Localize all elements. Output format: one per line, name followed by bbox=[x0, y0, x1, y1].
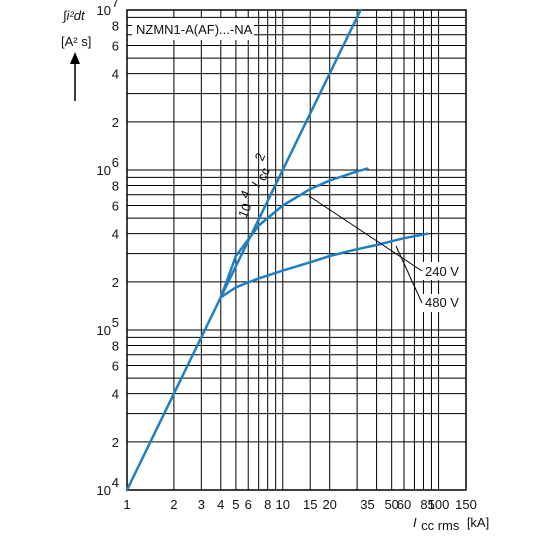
x-tick-label: 6 bbox=[245, 497, 252, 512]
y-tick-exponent: 5 bbox=[112, 315, 119, 330]
y-tick-label: 6 bbox=[112, 38, 119, 53]
y-tick-exponent: 4 bbox=[112, 475, 119, 490]
y-axis-label-line1: ∫i²dt bbox=[62, 8, 86, 23]
y-tick-label: 6 bbox=[112, 198, 119, 213]
x-tick-label: 1 bbox=[123, 497, 130, 512]
series-lines bbox=[125, 8, 429, 492]
x-tick-label: 2 bbox=[170, 497, 177, 512]
label-box-240v bbox=[423, 262, 463, 280]
y-tick-label: 10 bbox=[97, 483, 111, 498]
x-tick-label: 4 bbox=[217, 497, 224, 512]
x-tick-label: 8 bbox=[264, 497, 271, 512]
y-tick-label: 8 bbox=[112, 339, 119, 354]
x-tick-label: 60 bbox=[397, 497, 411, 512]
x-tick-label: 35 bbox=[360, 497, 374, 512]
y-tick-label: 4 bbox=[112, 227, 119, 242]
grid-lines bbox=[126, 9, 467, 491]
y-tick-label: 8 bbox=[112, 19, 119, 34]
plot-border bbox=[126, 9, 467, 491]
x-tick-label: 50 bbox=[384, 497, 398, 512]
y-tick-label: 10 bbox=[97, 3, 111, 18]
x-tick-label: 3 bbox=[198, 497, 205, 512]
y-tick-label: 2 bbox=[112, 115, 119, 130]
up-arrow-icon bbox=[70, 52, 80, 101]
label-box-480v bbox=[423, 294, 463, 312]
x-tick-label: 15 bbox=[303, 497, 317, 512]
x-tick-label: 100 bbox=[428, 497, 450, 512]
x-tick-label: 150 bbox=[455, 497, 477, 512]
x-axis-label: I cc rms [kA] bbox=[413, 514, 489, 534]
y-tick-label: 4 bbox=[112, 67, 119, 82]
y-tick-label: 10 bbox=[97, 323, 111, 338]
y-tick-exponent: 7 bbox=[112, 0, 119, 10]
x-tick-label: 5 bbox=[232, 497, 239, 512]
plot-frame bbox=[126, 9, 467, 491]
y-tick-label: 2 bbox=[112, 435, 119, 450]
annotation-240v: 240 V bbox=[425, 264, 459, 279]
y-axis-label-line2: [A² s] bbox=[61, 34, 91, 49]
title-box bbox=[132, 18, 254, 40]
y-tick-exponent: 6 bbox=[112, 155, 119, 170]
y-tick-label: 6 bbox=[112, 358, 119, 373]
callout-line-480v bbox=[395, 245, 423, 304]
y-tick-label: 10 bbox=[97, 163, 111, 178]
y-tick-label: 8 bbox=[112, 179, 119, 194]
chart-title: NZMN1-A(AF)...-NA bbox=[136, 22, 253, 37]
series-line-s480 bbox=[219, 232, 429, 299]
series-line-s240 bbox=[219, 167, 369, 299]
y-tick-label: 4 bbox=[112, 387, 119, 402]
annotation-480v: 480 V bbox=[425, 295, 459, 310]
x-tick-label: 10 bbox=[276, 497, 290, 512]
x-tick-label: 85 bbox=[420, 497, 434, 512]
x-tick-label: 20 bbox=[322, 497, 336, 512]
callout-line-240v bbox=[308, 195, 423, 272]
series-line-ref bbox=[125, 8, 362, 492]
y-tick-label: 2 bbox=[112, 275, 119, 290]
